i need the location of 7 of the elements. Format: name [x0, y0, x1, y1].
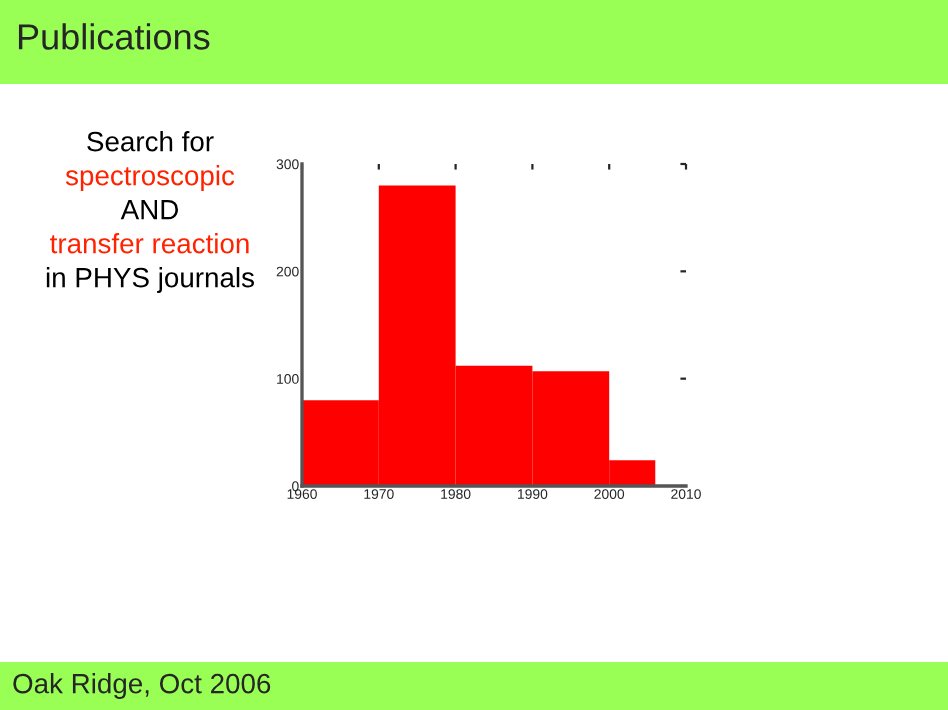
- text: transfer reaction: [50, 233, 249, 254]
- text: spectroscopic: [65, 165, 235, 191]
- text: Oak Ridge, Oct 2006: [13, 673, 271, 699]
- text: AND: [120, 200, 178, 220]
- chart-title: Publications: [18, 23, 210, 50]
- text: Search for: [87, 131, 214, 152]
- text: in PHYS journals: [46, 267, 254, 293]
